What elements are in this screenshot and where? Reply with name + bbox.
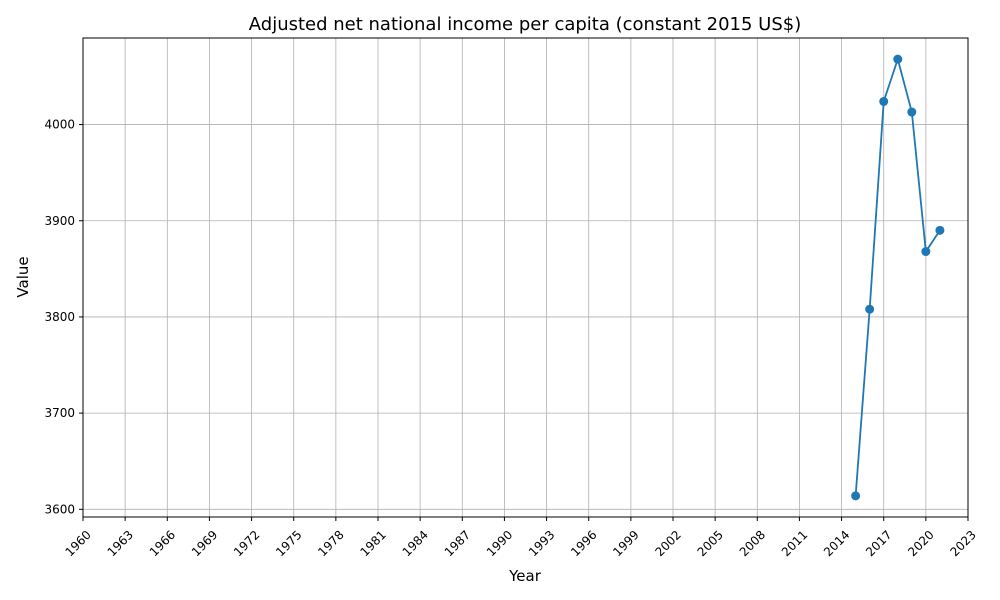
data-point — [907, 107, 917, 117]
data-point — [879, 96, 889, 106]
data-point — [865, 304, 875, 314]
series-layer — [851, 54, 945, 501]
data-point — [893, 54, 903, 64]
chart-title: Adjusted net national income per capita … — [249, 14, 801, 35]
y-axis-ticks: 3600 3700 3800 3900 4000 — [44, 118, 83, 516]
plot-frame — [82, 37, 969, 518]
y-axis-title: Value — [14, 256, 32, 297]
data-point — [921, 247, 931, 257]
y-tick-label: 3700 — [44, 406, 75, 420]
x-axis-title: Year — [508, 567, 542, 585]
data-point — [935, 225, 945, 235]
data-point — [851, 491, 861, 501]
grid-lines — [82, 38, 969, 517]
x-axis-ticks: 1960 1963 1966 1969 1972 1975 1978 1981 1984 1987… — [62, 517, 979, 559]
y-tick-label: 3900 — [44, 214, 75, 228]
y-tick-label: 3600 — [44, 502, 75, 516]
y-tick-label: 3800 — [44, 310, 75, 324]
y-tick-label: 4000 — [44, 118, 75, 132]
